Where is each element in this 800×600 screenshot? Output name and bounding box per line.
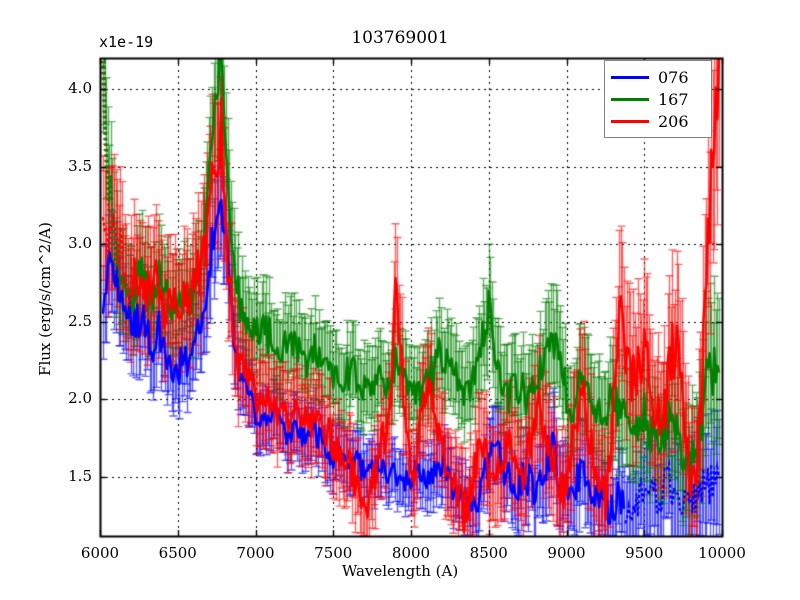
x-tick-label: 6500 <box>158 544 197 562</box>
page-title: 103769001 <box>351 28 449 48</box>
x-tick-label: 9500 <box>625 544 664 562</box>
x-tick-label: 8500 <box>469 544 508 562</box>
legend-item-167[interactable]: 167 <box>611 88 705 110</box>
y-tick-label: 2.5 <box>68 311 92 330</box>
legend-color-swatch <box>611 97 649 101</box>
x-axis-label: Wavelength (A) <box>341 562 459 580</box>
x-tick-label: 10000 <box>698 544 746 562</box>
legend-item-206[interactable]: 206 <box>611 110 705 132</box>
y-tick-label: 1.5 <box>68 467 92 486</box>
legend[interactable]: 076 167 206 <box>604 60 712 138</box>
y-axis-label: Flux (erg/s/cm^2/A) <box>36 222 54 376</box>
legend-color-swatch <box>611 119 649 123</box>
legend-item-label: 076 <box>658 67 689 87</box>
legend-color-swatch <box>611 75 649 79</box>
legend-item-076[interactable]: 076 <box>611 66 705 88</box>
y-axis-exponent-label: x1e-19 <box>99 33 154 51</box>
y-tick-label: 2.0 <box>68 389 92 408</box>
x-tick-label: 6000 <box>80 544 120 562</box>
legend-item-label: 167 <box>658 89 689 109</box>
x-tick-label: 8000 <box>391 544 431 562</box>
y-tick-label: 3.0 <box>68 234 92 253</box>
y-tick-label: 4.0 <box>68 79 92 98</box>
x-tick-label: 9000 <box>547 544 586 562</box>
y-tick-label: 3.5 <box>68 156 92 175</box>
legend-item-label: 206 <box>658 111 689 131</box>
x-tick-label: 7500 <box>314 544 353 562</box>
x-tick-label: 7000 <box>236 544 275 562</box>
